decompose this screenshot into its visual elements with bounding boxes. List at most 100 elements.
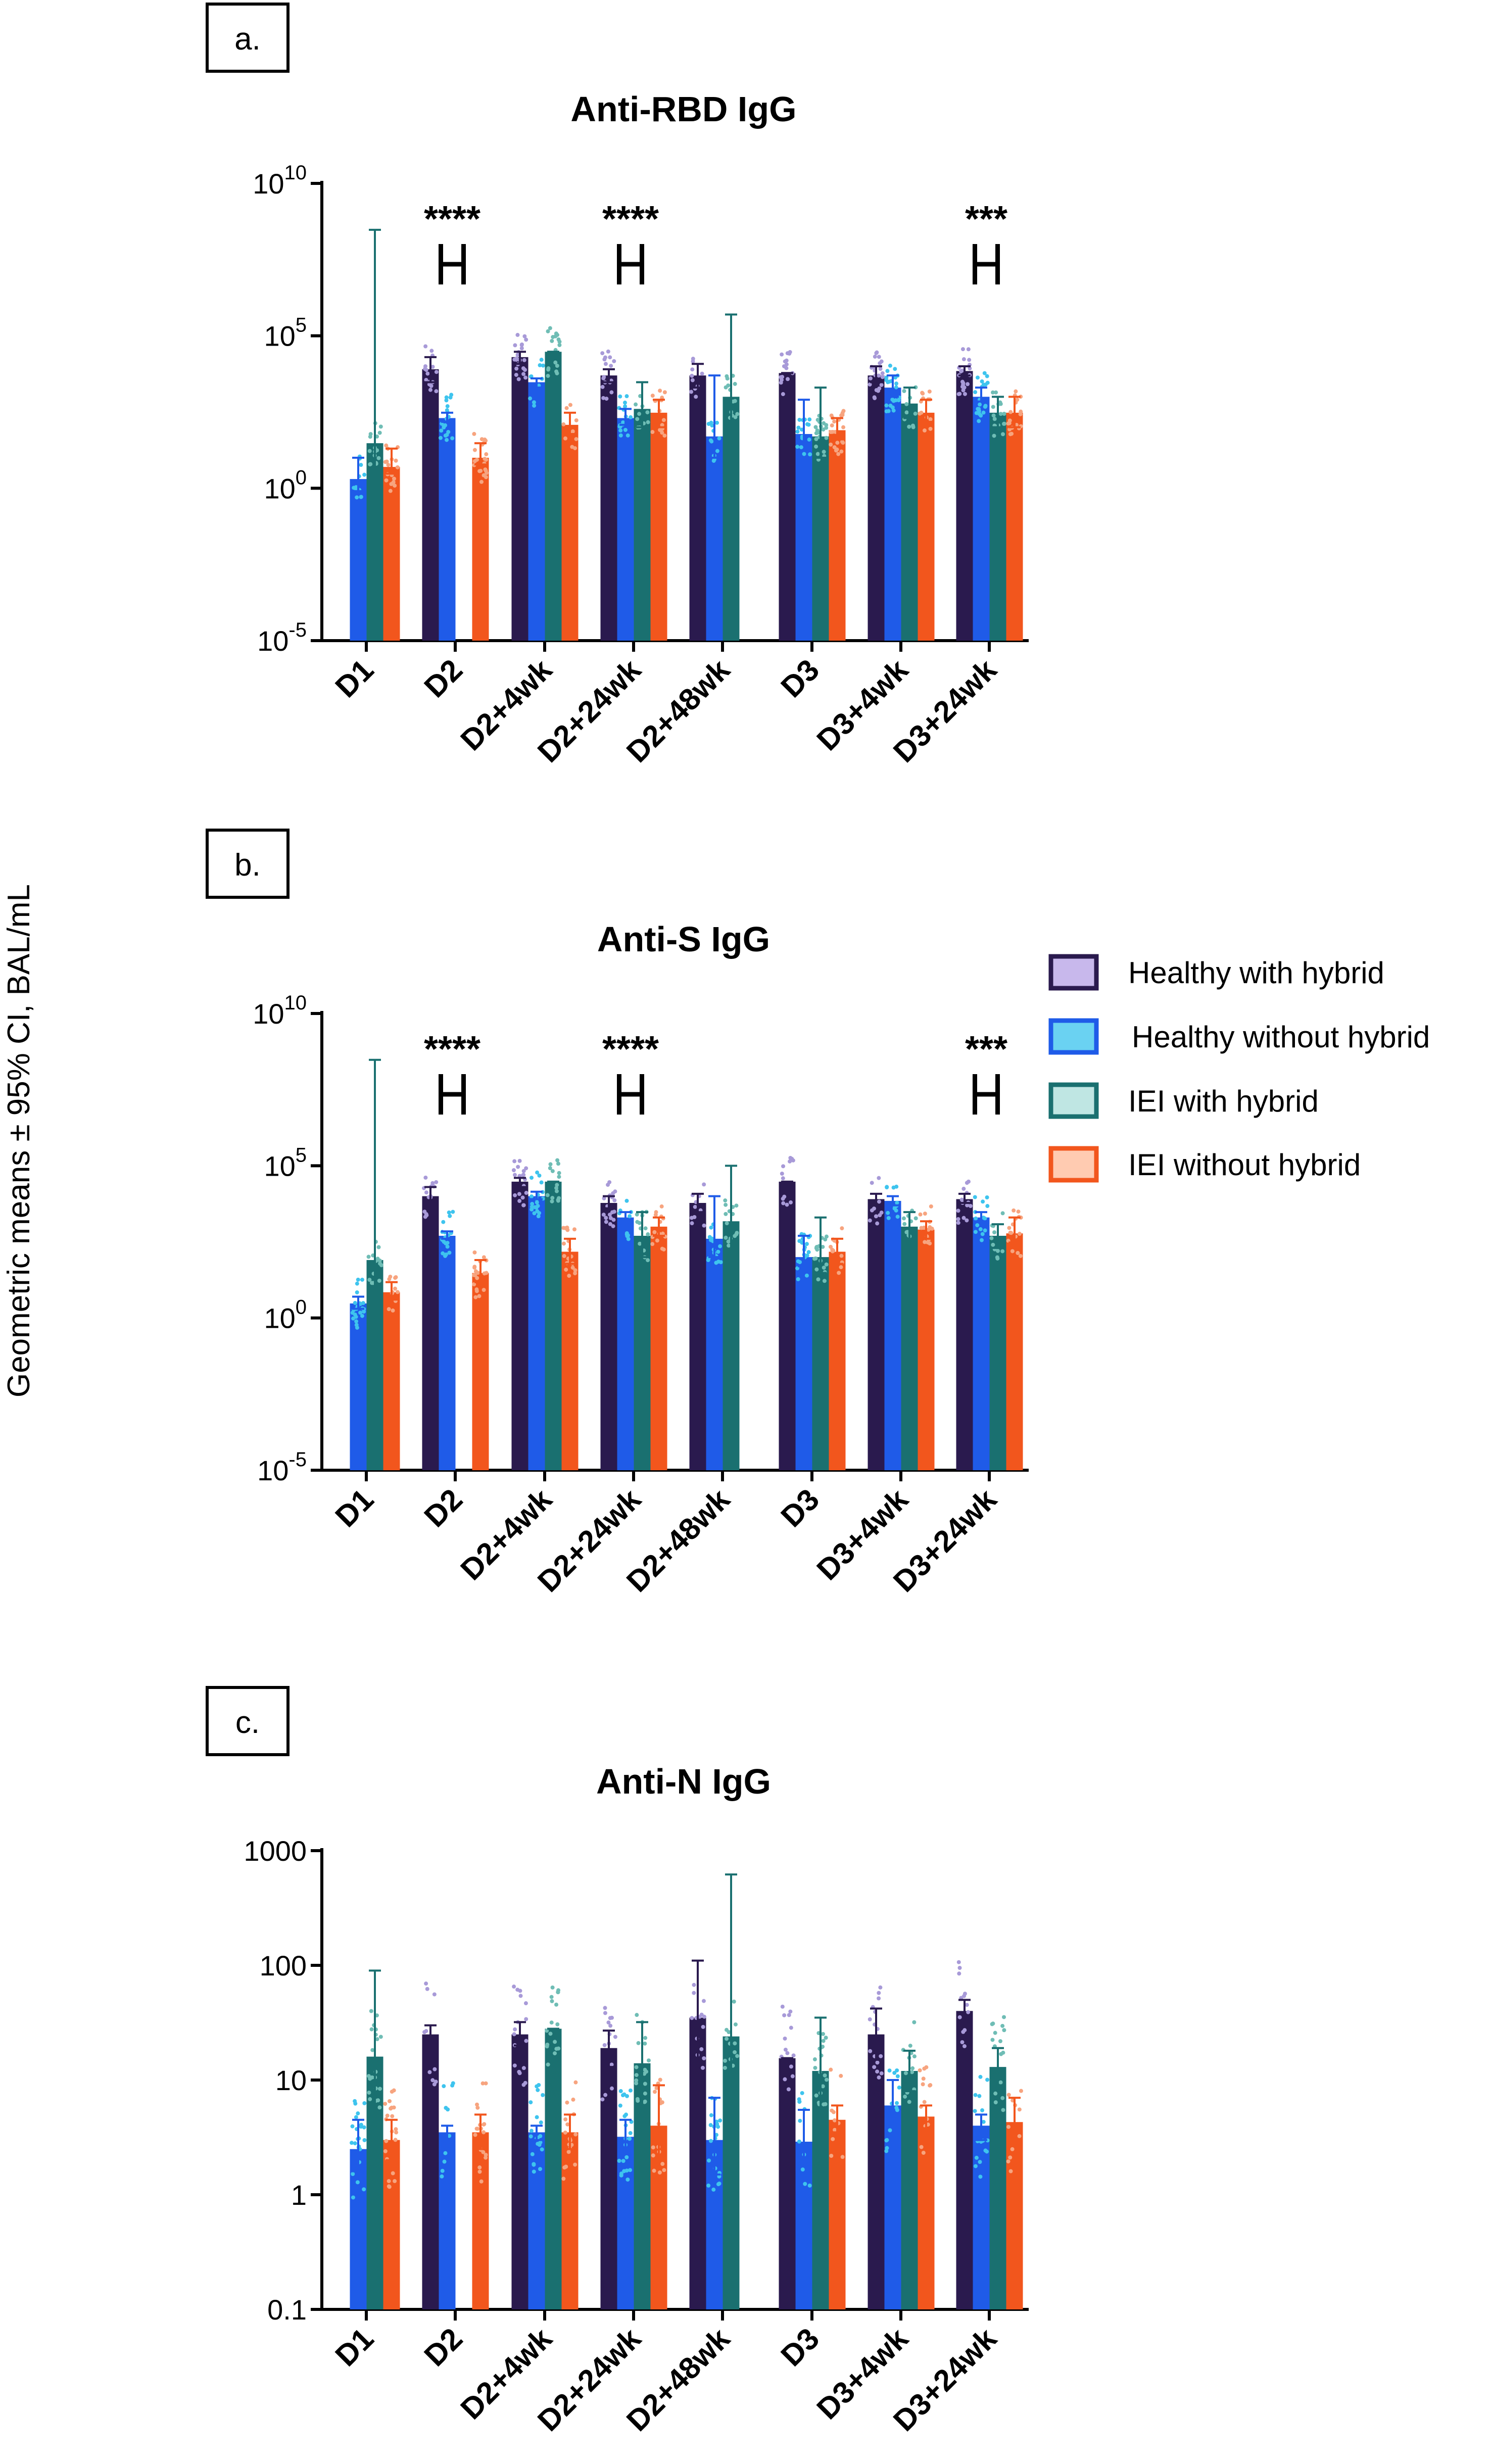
data-dot xyxy=(650,394,655,398)
bar-iei-no-hybrid-d1 xyxy=(383,2140,400,2309)
data-dot xyxy=(653,1213,658,1217)
data-dot xyxy=(604,397,609,401)
data-dot xyxy=(978,2074,983,2079)
data-dot xyxy=(484,452,489,457)
error-bar-iei-no-hybrid-d3-24wk xyxy=(1008,1216,1021,1244)
data-dot xyxy=(447,1250,452,1255)
data-dot xyxy=(822,1279,827,1283)
legend-item-iei-no-hybrid: IEI without hybrid xyxy=(1048,1146,1361,1183)
data-dot xyxy=(440,2174,444,2179)
dots-healthy-hybrid-d3-24wk xyxy=(956,347,972,396)
data-dot xyxy=(393,2179,397,2184)
error-bar-healthy-no-hybrid-d2-48wk xyxy=(708,374,720,459)
x-tick-label-d3: D3 xyxy=(775,653,826,704)
significance-stars: *** xyxy=(965,199,1007,239)
data-dot xyxy=(715,2122,719,2127)
data-dot xyxy=(561,1241,566,1246)
data-dot xyxy=(978,402,982,407)
data-dot xyxy=(472,1282,476,1287)
error-bar-iei-hybrid-d1 xyxy=(369,1058,381,1298)
error-bar-iei-no-hybrid-d3-4wk xyxy=(920,2104,932,2130)
significance-d3-24wk: *** xyxy=(965,1029,1007,1115)
significance-d2-24wk: **** xyxy=(602,1029,659,1115)
data-dot xyxy=(619,2173,623,2178)
data-dot xyxy=(985,2078,990,2082)
data-dot xyxy=(804,1242,809,1246)
data-dot xyxy=(351,1316,355,1321)
data-dot xyxy=(439,428,444,433)
data-dot xyxy=(877,2075,881,2080)
data-dot xyxy=(904,1230,909,1234)
bar-iei-hybrid-d2-4wk xyxy=(545,2028,562,2309)
data-dot xyxy=(968,366,972,371)
data-dot xyxy=(643,2082,647,2086)
data-dot xyxy=(574,437,579,442)
error-bar-iei-hybrid-d2-48wk xyxy=(725,313,737,428)
data-dot xyxy=(880,371,885,375)
data-dot xyxy=(723,2065,727,2070)
data-dot xyxy=(362,2101,367,2105)
data-dot xyxy=(573,2132,578,2137)
data-dot xyxy=(472,1250,477,1254)
data-dot xyxy=(430,364,435,369)
data-dot xyxy=(574,418,579,422)
error-bar-iei-hybrid-d3-24wk xyxy=(992,396,1004,428)
data-dot xyxy=(532,403,537,408)
data-dot xyxy=(735,412,740,416)
data-dot xyxy=(879,382,884,387)
x-tick-label-d2: D2 xyxy=(418,1482,469,1534)
data-dot xyxy=(376,1245,381,1249)
data-dot xyxy=(723,1198,728,1203)
dots-healthy-no-hybrid-d3-4wk xyxy=(885,1184,900,1220)
data-dot xyxy=(643,2041,647,2046)
data-dot xyxy=(608,2023,613,2028)
x-tick-label-d3: D3 xyxy=(775,1482,826,1534)
data-dot xyxy=(425,1987,429,1991)
data-dot xyxy=(512,357,517,362)
bar-iei-no-hybrid-d3-24wk xyxy=(1006,412,1023,641)
data-dot xyxy=(535,1170,540,1175)
data-dot xyxy=(1006,2159,1010,2164)
data-dot xyxy=(960,2040,965,2045)
data-dot xyxy=(618,2103,622,2108)
data-dot xyxy=(394,2127,398,2132)
data-dot xyxy=(787,351,792,356)
error-bar-healthy-no-hybrid-d2 xyxy=(441,1230,453,1240)
data-dot xyxy=(545,2043,550,2047)
data-dot xyxy=(646,1232,650,1237)
data-dot xyxy=(660,2100,664,2105)
data-dot xyxy=(603,2006,607,2010)
data-dot xyxy=(796,1277,800,1281)
data-dot xyxy=(884,2138,889,2143)
data-dot xyxy=(879,1211,884,1215)
data-dot xyxy=(692,1983,696,1987)
bar-iei-hybrid-d3-24wk xyxy=(989,412,1006,641)
data-dot xyxy=(607,1213,612,1217)
data-dot xyxy=(366,1254,371,1259)
bar-healthy-hybrid-d3-24wk xyxy=(956,371,973,641)
bar-iei-no-hybrid-d1 xyxy=(383,467,400,641)
data-dot xyxy=(573,2080,578,2085)
error-bar-iei-no-hybrid-d2 xyxy=(474,1259,487,1283)
data-dot xyxy=(604,1220,608,1224)
data-dot xyxy=(831,2137,835,2141)
data-dot xyxy=(378,2035,383,2039)
bar-iei-no-hybrid-d3-4wk xyxy=(918,412,935,641)
error-bar-healthy-no-hybrid-d2 xyxy=(441,2124,453,2141)
data-dot xyxy=(391,480,396,485)
data-dot xyxy=(451,1210,455,1214)
data-dot xyxy=(709,439,714,444)
data-dot xyxy=(623,427,628,432)
data-dot xyxy=(359,495,363,499)
data-dot xyxy=(524,1166,528,1171)
data-dot xyxy=(887,2068,892,2073)
error-bar-healthy-hybrid-d3-4wk xyxy=(870,365,882,383)
data-dot xyxy=(514,366,519,371)
data-dot xyxy=(600,2097,605,2102)
error-bar-healthy-hybrid-d2-4wk xyxy=(514,2021,526,2047)
data-dot xyxy=(884,409,889,414)
data-dot xyxy=(394,2130,399,2135)
data-dot xyxy=(785,2051,790,2055)
data-dot xyxy=(1002,421,1006,426)
